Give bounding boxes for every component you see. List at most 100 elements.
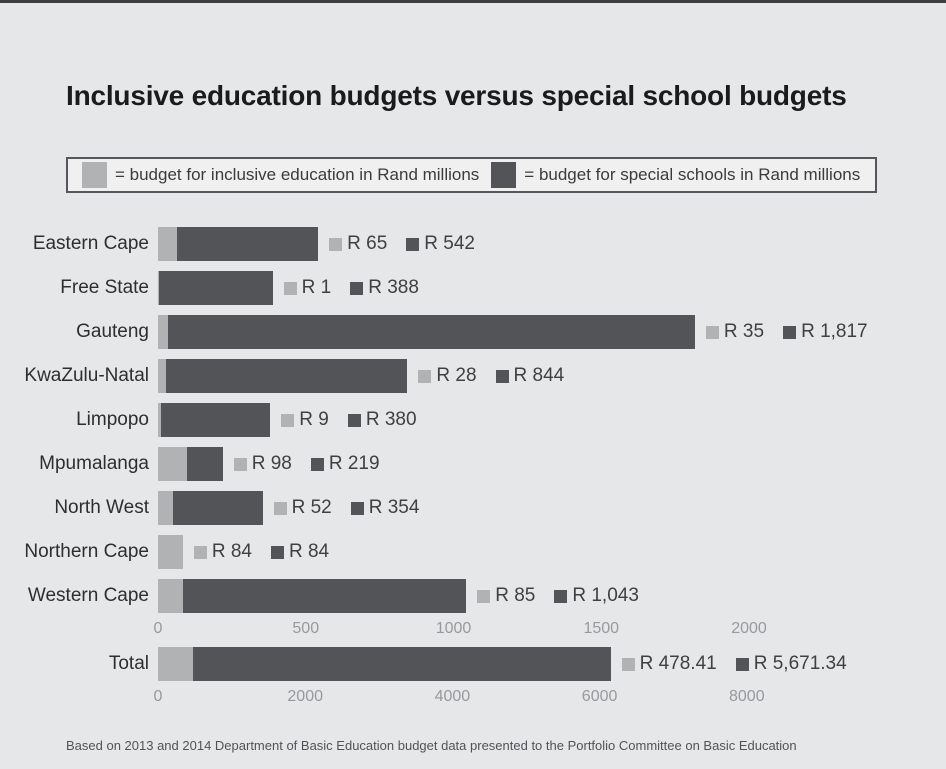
bar-area: R 84 R 84 [158,530,946,574]
special-schools-bar [158,271,273,305]
value-labels: R 65 R 542 [329,227,475,261]
inclusive-education-bar [158,315,169,349]
inclusive-value: R 1 [301,277,332,298]
special-value: R 542 [424,233,475,254]
special-schools-bar [158,227,319,261]
inclusive-value-swatch [329,237,343,251]
top-border-strip [0,0,946,3]
category-label: KwaZulu-Natal [24,365,149,386]
axis-spacer [0,686,158,710]
special-value-swatch [270,545,284,559]
bar-area: R 65 R 542 [158,222,946,266]
special-value-swatch [554,589,568,603]
special-value: R 844 [513,365,565,386]
special-value-swatch [350,281,364,295]
axis-tick-label: 500 [292,620,320,637]
bar-row: Northern Cape R 84 R 84 [0,530,946,574]
inclusive-education-bar [158,491,174,525]
special-value-swatch [350,501,364,515]
special-schools-bar [158,491,263,525]
special-value: R 1,817 [801,321,868,342]
value-labels: R 84 R 84 [193,535,329,569]
axis-tick-label: 6000 [581,688,618,705]
axis-tick-label: 2000 [731,620,767,637]
chart-title: Inclusive education budgets versus speci… [66,80,847,111]
value-labels: R 85 R 1,043 [477,579,639,613]
bar-area: R 9 R 380 [158,398,946,442]
special-value-swatch [347,413,361,427]
bar-row: Gauteng R 35 R 1,817 [0,310,946,354]
inclusive-education-bar [158,447,187,481]
bar-area: R 85 R 1,043 [158,574,946,618]
bar-row: Free State R 1 R 388 [0,266,946,310]
category-label: Northern Cape [24,541,149,562]
special-value: R 354 [368,497,420,518]
inclusive-education-bar [158,403,161,437]
special-value-swatch [495,369,509,383]
bar-row: Total R 478.41 R 5,671.34 [0,642,946,686]
inclusive-education-bar [158,227,178,261]
bar-row: North West R 52 R 354 [0,486,946,530]
category-label: Western Cape [27,585,149,606]
axis-tick-label: 0 [153,620,163,637]
inclusive-value: R 9 [299,409,329,430]
inclusive-value: R 28 [436,365,477,386]
inclusive-value-swatch [477,589,491,603]
special-value-swatch [735,657,749,671]
total-row-slot: Total R 478.41 R 5,671.34 [0,642,946,686]
source-note: Based on 2013 and 2014 Department of Bas… [66,738,797,753]
total-axis: 0 2000 4000 6000 8000 [0,686,946,710]
special-schools-bar [158,315,695,349]
axis-tick-label: 0 [153,688,163,705]
special-value-swatch [783,325,797,339]
inclusive-value: R 84 [211,541,252,562]
special-legend-label: = budget for special schools in Rand mil… [524,165,861,184]
special-value: R 5,671.34 [753,653,847,674]
inclusive-value-swatch [273,501,287,515]
special-value-swatch [406,237,420,251]
bar-area: R 478.41 R 5,671.34 [158,642,946,686]
bar-area: R 98 R 219 [158,442,946,486]
inclusive-value-swatch [193,545,207,559]
axis-spacer [0,618,158,642]
bar-area: R 28 R 844 [158,354,946,398]
inclusive-education-bar [158,647,194,681]
value-labels: R 35 R 1,817 [705,315,868,349]
category-label: North West [54,497,149,518]
special-schools-bar [158,579,467,613]
category-label: Total [108,653,149,674]
special-value: R 219 [328,453,380,474]
inclusive-value-swatch [705,325,719,339]
category-label: Free State [60,277,149,298]
value-labels: R 52 R 354 [273,491,420,525]
bar-row: Western Cape R 85 R 1,043 [0,574,946,618]
axis-tick-label: 1500 [583,620,620,637]
inclusive-education-bar [158,535,183,569]
special-schools-bar [158,359,408,393]
special-value: R 1,043 [572,585,639,606]
legend-box: = budget for inclusive education in Rand… [66,157,877,193]
inclusive-value: R 35 [723,321,765,342]
bar-chart: Eastern Cape R 65 R 542 Free State R 1 R 388 G… [0,222,946,710]
inclusive-value: R 85 [495,585,536,606]
category-label: Mpumalanga [39,453,149,474]
bar-area: R 1 R 388 [158,266,946,310]
category-label: Eastern Cape [32,233,149,254]
inclusive-value-swatch [283,281,297,295]
bar-area: R 35 R 1,817 [158,310,946,354]
inclusive-value: R 478.41 [639,653,717,674]
special-value: R 388 [368,277,419,298]
value-labels: R 1 R 388 [283,271,419,305]
inclusive-value-swatch [621,657,635,671]
value-labels: R 28 R 844 [418,359,564,393]
inclusive-value-swatch [418,369,432,383]
bar-row: KwaZulu-Natal R 28 R 844 [0,354,946,398]
inclusive-value: R 65 [347,233,388,254]
province-axis: 0 500 1000 1500 2000 [0,618,946,642]
category-label: Limpopo [76,409,149,430]
bar-area: R 52 R 354 [158,486,946,530]
special-legend-swatch [491,162,517,188]
axis-tick-label: 8000 [729,688,765,705]
inclusive-value: R 52 [291,497,332,518]
